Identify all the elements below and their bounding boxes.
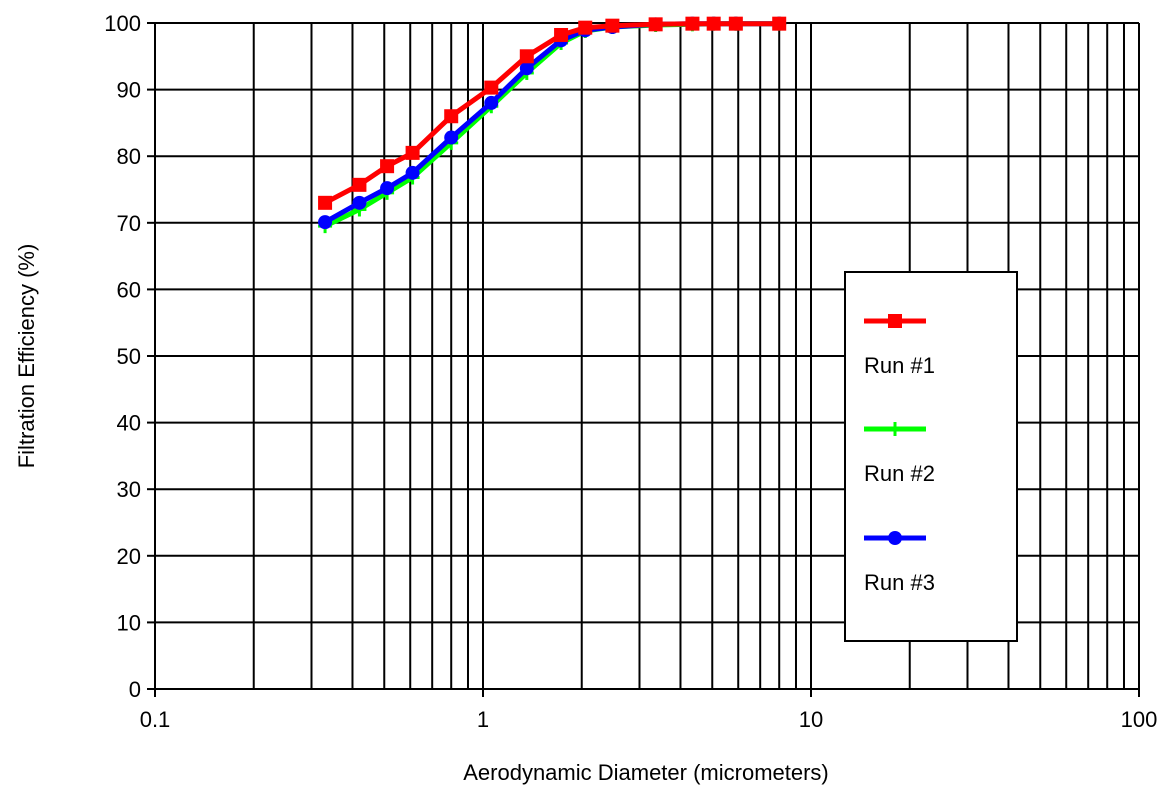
x-tick-label: 10: [799, 707, 823, 732]
data-point: [554, 27, 569, 42]
legend-items: Run #1 Run #2 Run #3: [864, 314, 935, 595]
x-tick-label: 100: [1121, 707, 1158, 732]
legend-box: [844, 271, 1018, 642]
legend-item-2: Run #2: [864, 422, 935, 486]
data-point: [484, 80, 499, 95]
legend-marker: [888, 531, 902, 545]
data-point: [519, 49, 534, 64]
y-tick-label: 30: [117, 477, 141, 502]
x-axis-title: Aerodynamic Diameter (micrometers): [463, 760, 829, 785]
series-line: [324, 21, 780, 229]
y-tick-label: 0: [129, 677, 141, 702]
data-point: [605, 18, 620, 33]
data-point: [706, 16, 721, 31]
y-axis-title: Filtration Efficiency (%): [14, 244, 39, 469]
legend-label: Run #3: [864, 570, 935, 595]
data-point: [405, 145, 420, 160]
y-tick-label: 10: [117, 610, 141, 635]
series-1: [318, 16, 787, 210]
y-tick-label: 60: [117, 277, 141, 302]
y-tick-label: 40: [117, 411, 141, 436]
y-tick-label: 20: [117, 544, 141, 569]
axes: [147, 22, 1140, 697]
data-point: [484, 95, 499, 110]
data-point: [318, 195, 333, 210]
data-point: [405, 165, 420, 180]
y-tick-label: 100: [104, 11, 141, 36]
data-point: [772, 16, 787, 31]
series-plot-area: [318, 16, 787, 234]
legend-item-3: Run #3: [864, 531, 935, 595]
legend-marker: [888, 314, 902, 328]
data-point: [352, 195, 367, 210]
data-point: [685, 16, 700, 31]
data-point: [352, 177, 367, 192]
legend-label: Run #2: [864, 461, 935, 486]
y-tick-label: 50: [117, 344, 141, 369]
x-tick-label: 1: [477, 707, 489, 732]
legend: Run #1 Run #2 Run #3: [844, 271, 1018, 642]
data-point: [380, 181, 395, 196]
data-point: [444, 109, 459, 124]
data-point: [380, 159, 395, 174]
tick-labels: 0 10 20 30 40 50 60 70 80 90 100 0.1 1 10 100: [104, 11, 1157, 732]
data-point: [648, 17, 663, 32]
y-tick-label: 70: [117, 211, 141, 236]
data-point: [318, 215, 333, 230]
data-point: [578, 20, 593, 35]
data-point: [728, 16, 743, 31]
legend-label: Run #1: [864, 353, 935, 378]
legend-item-1: Run #1: [864, 314, 935, 378]
x-tick-label: 0.1: [140, 707, 171, 732]
data-point: [519, 61, 534, 76]
legend-marker: [888, 422, 902, 436]
data-point: [444, 130, 459, 145]
y-tick-label: 90: [117, 78, 141, 103]
y-tick-label: 80: [117, 144, 141, 169]
